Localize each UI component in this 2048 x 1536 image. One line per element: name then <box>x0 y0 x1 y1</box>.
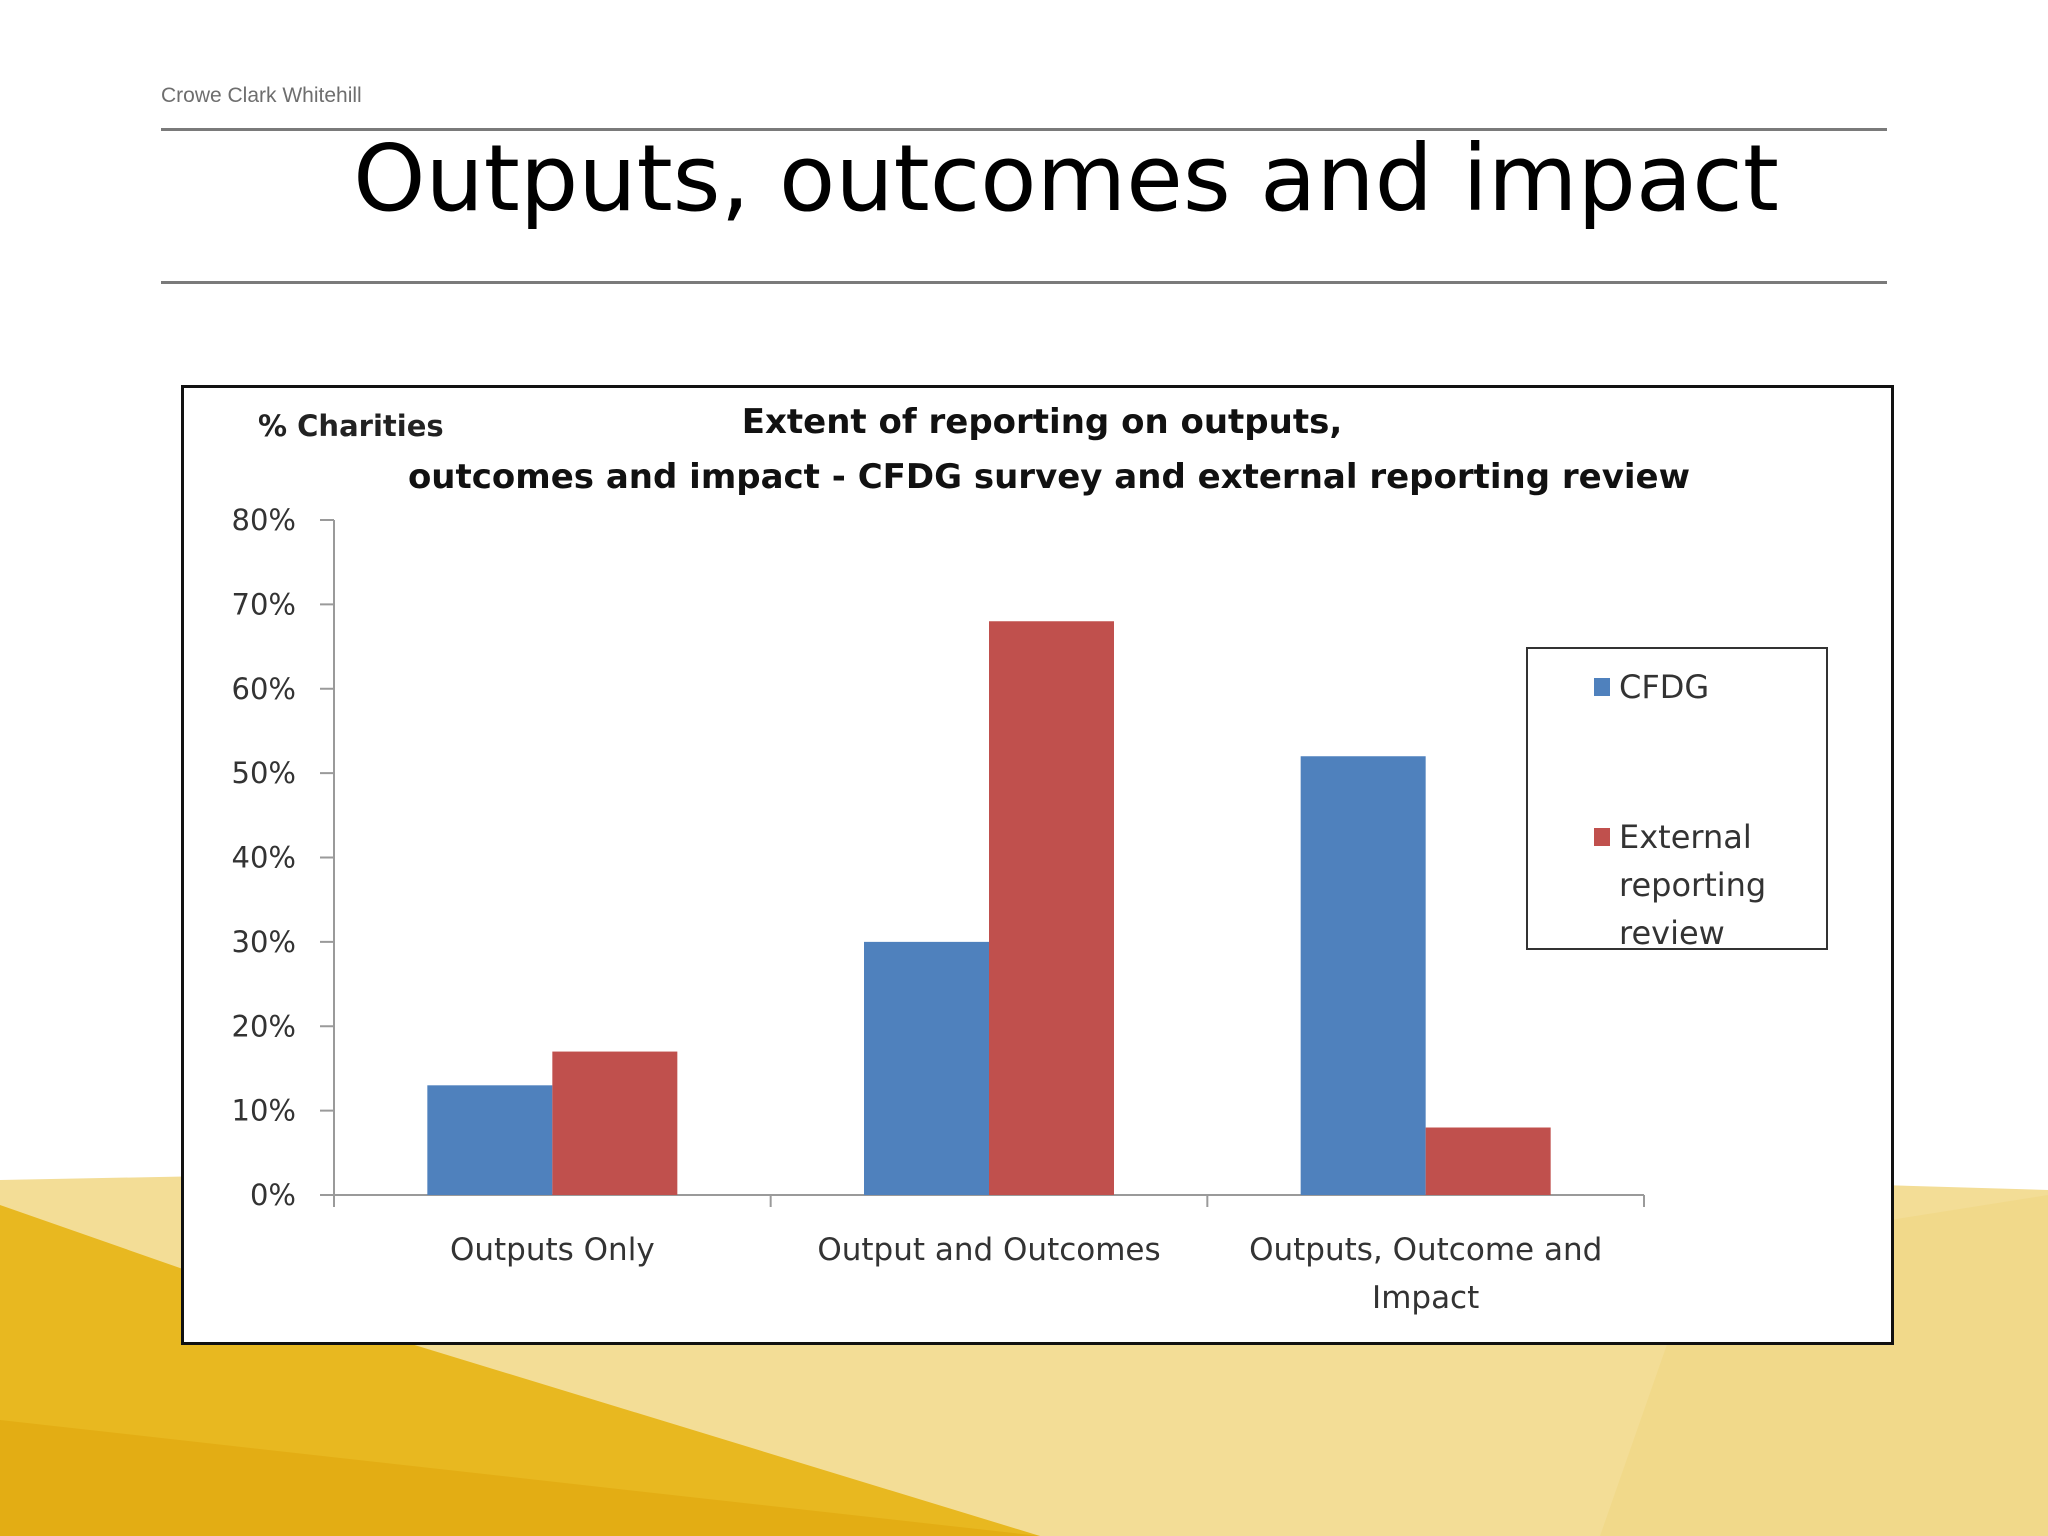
x-category-label: Outputs Only <box>450 1232 655 1268</box>
legend-box <box>1526 647 1828 950</box>
legend-label: External <box>1619 818 1752 856</box>
legend-label: review <box>1619 914 1725 952</box>
chart-title-line-2: outcomes and impact - CFDG survey and ex… <box>408 457 1690 497</box>
y-tick-label: 80% <box>232 503 296 537</box>
slide-title: Outputs, outcomes and impact <box>353 125 1779 232</box>
bar-external-review <box>552 1051 678 1195</box>
legend-label: CFDG <box>1619 668 1709 706</box>
y-tick-label: 40% <box>232 841 296 875</box>
bar-cfdg <box>864 941 989 1195</box>
bar-external-review <box>1425 1127 1551 1195</box>
y-tick-label: 70% <box>232 587 296 621</box>
bar-external-review <box>989 621 1114 1195</box>
company-name: Crowe Clark Whitehill <box>161 84 362 107</box>
legend-label: reporting <box>1619 866 1766 904</box>
y-tick-label: 60% <box>232 672 296 706</box>
bar-cfdg <box>427 1085 553 1195</box>
gold-stripe <box>0 1420 1040 1536</box>
header-rule-top <box>161 128 1887 131</box>
x-category-label: Output and Outcomes <box>817 1232 1160 1268</box>
bar-cfdg <box>1300 756 1426 1195</box>
y-tick-label: 0% <box>250 1178 296 1212</box>
y-tick-label: 30% <box>232 925 296 959</box>
y-tick-label: 10% <box>232 1094 296 1128</box>
legend-swatch-external-review <box>1594 828 1610 846</box>
y-tick-label: 50% <box>232 756 296 790</box>
chart-frame: Extent of reporting on outputs, outcomes … <box>181 385 1894 1345</box>
y-axis-label: % Charities <box>258 409 444 443</box>
legend-swatch-cfdg <box>1594 678 1610 696</box>
y-tick-label: 20% <box>232 1009 296 1043</box>
bar-chart: Extent of reporting on outputs, outcomes … <box>232 402 1828 1316</box>
chart-title-line-1: Extent of reporting on outputs, <box>742 402 1343 442</box>
x-category-label: Impact <box>1372 1280 1479 1316</box>
header-rule-bottom <box>161 281 1887 284</box>
x-category-label: Outputs, Outcome and <box>1249 1232 1602 1268</box>
